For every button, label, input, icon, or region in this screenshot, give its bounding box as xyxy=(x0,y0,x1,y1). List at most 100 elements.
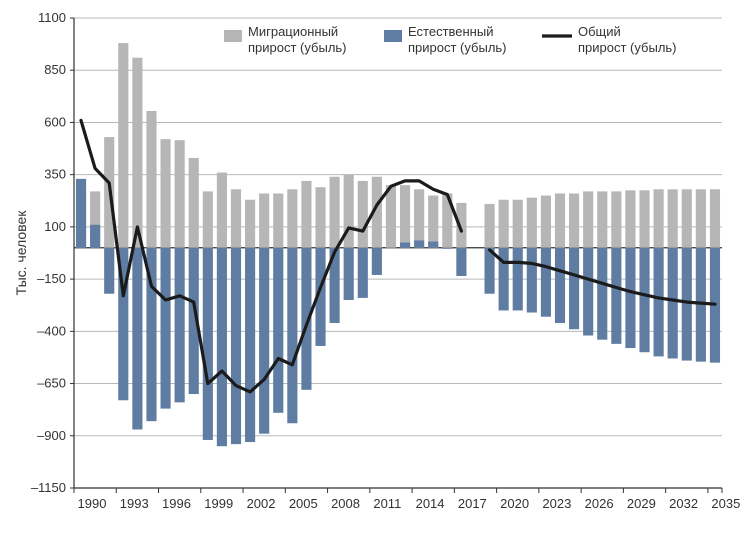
bar-natural xyxy=(400,243,410,248)
bar-natural xyxy=(682,248,692,361)
bar-migration xyxy=(414,189,424,247)
bar-migration xyxy=(654,189,664,247)
bar-natural xyxy=(639,248,649,352)
bar-natural xyxy=(344,248,354,300)
bar-natural xyxy=(90,225,100,248)
bar-natural xyxy=(541,248,551,317)
bar-migration xyxy=(682,189,692,247)
bar-migration xyxy=(160,139,170,248)
bar-natural xyxy=(175,248,185,403)
y-tick-label: –1150 xyxy=(31,480,66,495)
bar-migration xyxy=(301,181,311,248)
bar-migration xyxy=(245,200,255,248)
x-tick-label: 2023 xyxy=(542,496,571,511)
bar-migration xyxy=(358,181,368,248)
bar-natural xyxy=(513,248,523,311)
x-tick-label: 2002 xyxy=(247,496,276,511)
bar-natural xyxy=(555,248,565,323)
legend-label-line2: прирост (убыль) xyxy=(408,40,507,55)
bar-migration xyxy=(189,158,199,248)
x-tick-label: 2035 xyxy=(711,496,740,511)
bar-migration xyxy=(527,198,537,248)
bar-migration xyxy=(696,189,706,247)
bar-natural xyxy=(583,248,593,336)
legend-label-line2: прирост (убыль) xyxy=(578,40,677,55)
y-tick-label: 100 xyxy=(44,219,66,234)
legend-label-line2: прирост (убыль) xyxy=(248,40,347,55)
bar-migration xyxy=(499,200,509,248)
bar-migration xyxy=(569,193,579,247)
bar-natural xyxy=(287,248,297,423)
x-tick-label: 2032 xyxy=(669,496,698,511)
bar-migration xyxy=(513,200,523,248)
bar-natural xyxy=(231,248,241,444)
x-tick-label: 1990 xyxy=(78,496,107,511)
y-axis-label: Тыс. человек xyxy=(13,210,29,296)
bar-natural xyxy=(245,248,255,442)
bar-natural xyxy=(611,248,621,344)
legend-swatch xyxy=(384,30,402,42)
x-tick-label: 1996 xyxy=(162,496,191,511)
bar-migration xyxy=(583,191,593,247)
x-tick-label: 2026 xyxy=(585,496,614,511)
x-tick-label: 2014 xyxy=(416,496,445,511)
bar-migration xyxy=(625,190,635,247)
bar-natural xyxy=(414,240,424,247)
population-growth-chart: –1150–900–650–400–1501003506008501100Тыс… xyxy=(0,0,746,536)
bar-natural xyxy=(625,248,635,348)
x-tick-label: 2020 xyxy=(500,496,529,511)
bar-migration xyxy=(273,193,283,247)
bar-migration xyxy=(597,191,607,247)
y-tick-label: –150 xyxy=(37,271,66,286)
bar-migration xyxy=(555,193,565,247)
bar-migration xyxy=(330,177,340,248)
bar-natural xyxy=(654,248,664,357)
bar-migration xyxy=(203,191,213,247)
x-tick-label: 2029 xyxy=(627,496,656,511)
x-tick-label: 2017 xyxy=(458,496,487,511)
bar-natural xyxy=(259,248,269,434)
y-tick-label: –400 xyxy=(37,323,66,338)
y-tick-label: 1100 xyxy=(38,10,66,25)
bar-natural xyxy=(442,248,452,249)
bar-migration xyxy=(400,185,410,248)
legend-swatch xyxy=(224,30,242,42)
bar-natural xyxy=(76,179,86,248)
bar-migration xyxy=(710,189,720,247)
chart-svg: –1150–900–650–400–1501003506008501100Тыс… xyxy=(0,0,746,536)
bar-migration xyxy=(668,189,678,247)
bar-migration xyxy=(146,111,156,248)
bar-natural xyxy=(428,242,438,248)
bar-migration xyxy=(315,187,325,248)
bar-migration xyxy=(217,173,227,248)
x-tick-label: 2005 xyxy=(289,496,318,511)
x-tick-label: 2008 xyxy=(331,496,360,511)
x-tick-label: 1993 xyxy=(120,496,149,511)
y-tick-label: 850 xyxy=(44,62,66,77)
legend-label-line1: Общий xyxy=(578,24,621,39)
bar-natural xyxy=(569,248,579,329)
bar-migration xyxy=(259,193,269,247)
bar-natural xyxy=(104,248,114,294)
bar-natural xyxy=(597,248,607,340)
bar-natural xyxy=(456,248,466,276)
legend-label-line1: Естественный xyxy=(408,24,493,39)
bar-migration xyxy=(118,43,128,248)
bar-natural xyxy=(668,248,678,359)
bar-migration xyxy=(611,191,621,247)
bar-natural xyxy=(217,248,227,446)
bar-migration xyxy=(132,58,142,248)
x-tick-label: 2011 xyxy=(373,496,401,511)
bar-migration xyxy=(231,189,241,247)
bar-natural xyxy=(358,248,368,298)
bar-migration xyxy=(287,189,297,247)
legend-label-line1: Миграционный xyxy=(248,24,338,39)
bar-migration xyxy=(484,204,494,248)
bar-natural xyxy=(527,248,537,313)
bar-migration xyxy=(175,140,185,248)
bar-natural xyxy=(160,248,170,409)
y-tick-label: 600 xyxy=(44,114,66,129)
bar-migration xyxy=(428,196,438,248)
y-tick-label: –650 xyxy=(37,376,66,391)
y-tick-label: 350 xyxy=(44,167,66,182)
